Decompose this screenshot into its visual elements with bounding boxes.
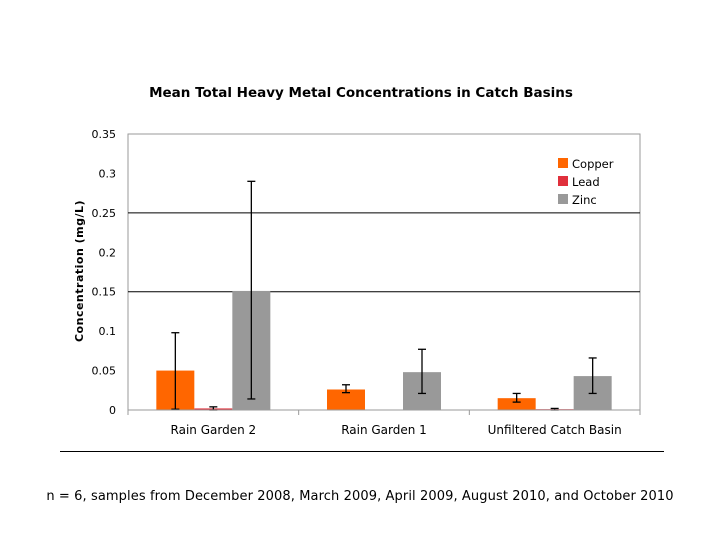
x-tick-label: Rain Garden 2: [171, 423, 257, 437]
y-axis-label: Concentration (mg/L): [73, 200, 86, 342]
y-tick-label: 0.25: [92, 207, 117, 220]
y-tick-label: 0.2: [99, 246, 117, 259]
y-tick-label: 0: [109, 404, 116, 417]
y-tick-label: 0.15: [92, 286, 117, 299]
y-tick-label: 0.05: [92, 365, 117, 378]
legend-swatch-lead: [558, 176, 568, 186]
plot-frame: [127, 133, 641, 411]
y-tick-label: 0.35: [92, 128, 117, 141]
chart-title: Mean Total Heavy Metal Concentrations in…: [149, 85, 573, 101]
x-tick-label: Rain Garden 1: [341, 423, 427, 437]
legend-swatch-copper: [558, 158, 568, 168]
divider-line: [60, 451, 664, 452]
legend-label: Copper: [572, 157, 614, 171]
chart: Mean Total Heavy Metal Concentrations in…: [73, 85, 641, 437]
bar-copper: [327, 389, 365, 410]
legend-swatch-zinc: [558, 194, 568, 204]
footnote-caption: n = 6, samples from December 2008, March…: [46, 489, 674, 504]
x-tick-label: Unfiltered Catch Basin: [488, 423, 622, 437]
legend-label: Zinc: [572, 193, 597, 207]
y-tick-label: 0.3: [99, 167, 117, 180]
y-tick-label: 0.1: [99, 325, 117, 338]
legend-label: Lead: [572, 175, 600, 189]
bar-copper: [497, 398, 536, 410]
